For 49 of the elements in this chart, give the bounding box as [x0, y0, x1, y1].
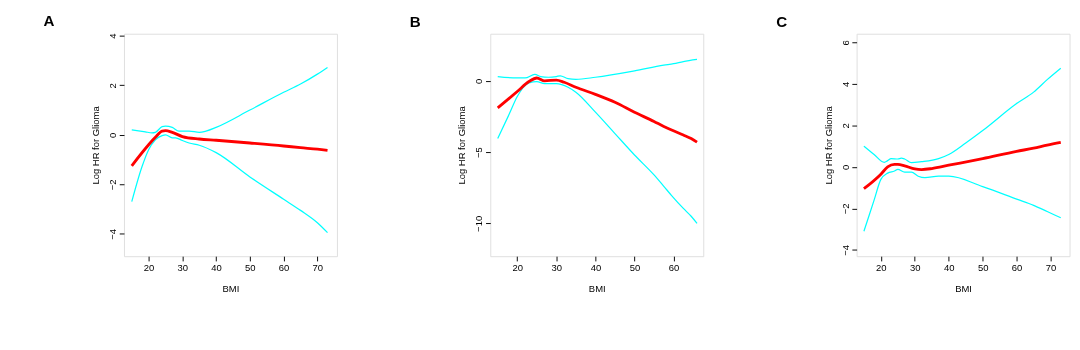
x-tick-label: 50 — [977, 261, 989, 273]
y-tick-label: 6 — [839, 40, 851, 46]
x-tick-label: 60 — [278, 261, 290, 273]
y-tick-label: 0 — [473, 78, 485, 84]
chart-title: C — [776, 13, 788, 31]
y-axis-title: Log HR for Glioma — [456, 105, 468, 185]
x-tick-label: 20 — [512, 261, 523, 273]
x-axis-title: BMI — [588, 282, 606, 294]
line-series — [131, 134, 329, 234]
chart-title: B — [409, 13, 421, 31]
y-tick-label: 4 — [839, 81, 851, 87]
y-tick-label: −5 — [473, 147, 485, 158]
x-tick-label: 20 — [876, 261, 887, 273]
y-tick-label: −4 — [839, 245, 851, 256]
x-tick-label: 30 — [177, 261, 189, 273]
chart-title: A — [43, 12, 55, 30]
y-axis-title: Log HR for Glioma — [822, 105, 834, 185]
line-series — [496, 76, 699, 144]
line-series — [863, 67, 1062, 164]
line-series — [131, 66, 329, 134]
line-series — [497, 58, 698, 81]
y-tick-label: −4 — [106, 228, 118, 240]
x-tick-label: 60 — [1011, 261, 1023, 273]
y-tick-label: −2 — [839, 203, 851, 215]
line-series — [130, 129, 329, 168]
x-tick-label: 40 — [211, 261, 222, 273]
y-axis-title: Log HR for Glioma — [89, 105, 101, 185]
y-tick-label: 0 — [839, 164, 851, 170]
line-series — [497, 80, 698, 225]
x-tick-label: 30 — [910, 261, 921, 273]
y-tick-label: −2 — [106, 179, 118, 191]
y-tick-label: 2 — [106, 83, 118, 89]
line-series — [862, 140, 1063, 191]
x-tick-label: 70 — [312, 261, 324, 273]
x-axis-title: BMI — [222, 282, 240, 294]
line-series — [863, 168, 1062, 232]
x-tick-label: 40 — [590, 261, 602, 273]
x-tick-label: 20 — [143, 261, 155, 273]
x-tick-label: 60 — [668, 261, 680, 273]
y-tick-label: 2 — [839, 123, 851, 129]
x-tick-label: 40 — [943, 261, 955, 273]
x-tick-label: 50 — [629, 261, 641, 273]
y-tick-label: −10 — [473, 215, 485, 232]
x-tick-label: 70 — [1045, 261, 1057, 273]
x-tick-label: 50 — [245, 261, 256, 273]
x-tick-label: 30 — [551, 261, 563, 273]
y-tick-label: 4 — [106, 33, 118, 39]
y-tick-label: 0 — [106, 132, 118, 138]
x-axis-title: BMI — [955, 282, 972, 294]
